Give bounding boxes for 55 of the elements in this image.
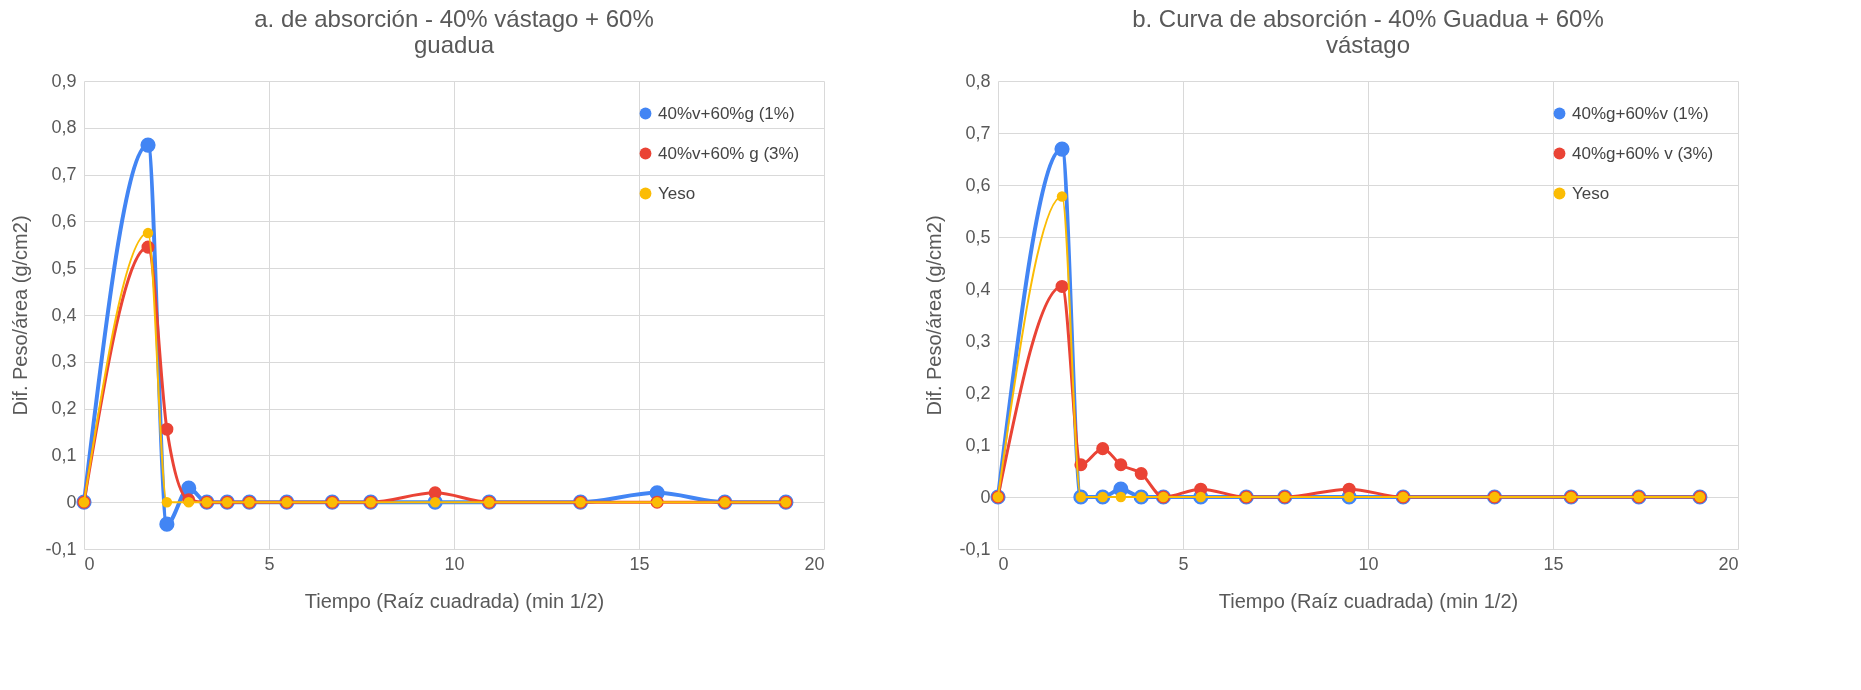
point: [1115, 491, 1127, 503]
legend-label: 40%g+60% v (3%): [1572, 143, 1714, 163]
point: [159, 516, 175, 532]
y-tick-label: 0,6: [965, 174, 991, 195]
legend-label: Yeso: [658, 183, 696, 203]
legend-label: 40%g+60%v (1%): [1572, 103, 1709, 123]
point: [160, 422, 174, 436]
legend-label: 40%v+60% g (3%): [658, 143, 800, 163]
y-tick-label: 0,8: [51, 117, 77, 138]
y-tick-label: 0,7: [965, 122, 991, 143]
point: [142, 227, 154, 239]
y-tick-label: 0,3: [965, 330, 991, 351]
y-tick-label: 0,7: [51, 164, 77, 185]
x-tick-label: 0: [998, 553, 1009, 574]
x-tick-label: 10: [444, 553, 465, 574]
x-axis-title: Tiempo (Raíz cuadrada) (min 1/2): [1218, 589, 1519, 612]
y-tick-label: -0,1: [959, 538, 991, 559]
x-tick-label: 15: [1543, 553, 1564, 574]
point: [1096, 442, 1110, 456]
y-tick-label: 0: [980, 486, 991, 507]
legend-label: Yeso: [1572, 183, 1610, 203]
x-tick-label: 20: [804, 553, 825, 574]
y-tick-label: 0,5: [51, 257, 77, 278]
y-tick-label: 0,8: [965, 70, 991, 91]
y-tick-label: 0,5: [965, 226, 991, 247]
y-tick-label: -0,1: [45, 538, 77, 559]
x-tick-label: 5: [264, 553, 275, 574]
chart-title: b. Curva de absorción - 40% Guadua + 60% vástago: [1132, 5, 1604, 58]
y-tick-label: 0,1: [965, 434, 991, 455]
y-tick-label: 0,4: [51, 304, 77, 325]
y-tick-label: 0,2: [965, 382, 991, 403]
y-axis-title: Dif. Peso/área (g/cm2): [9, 215, 32, 416]
x-tick-label: 0: [84, 553, 95, 574]
y-tick-label: 0,2: [51, 398, 77, 419]
x-tick-label: 20: [1718, 553, 1739, 574]
y-tick-label: 0,9: [51, 70, 77, 91]
y-tick-label: 0,1: [51, 444, 77, 465]
x-tick-label: 15: [629, 553, 650, 574]
point: [1056, 191, 1068, 202]
chart-title: a. de absorción - 40% vástago + 60% guadua: [254, 5, 654, 58]
point: [1134, 467, 1148, 481]
y-tick-label: 0,4: [965, 278, 991, 299]
x-tick-label: 10: [1358, 553, 1379, 574]
x-tick-label: 5: [1178, 553, 1189, 574]
y-tick-label: 0,6: [51, 210, 77, 231]
y-tick-label: 0,3: [51, 351, 77, 372]
point: [1055, 279, 1069, 293]
point: [140, 137, 156, 153]
legend-label: 40%v+60%g (1%): [658, 103, 795, 123]
y-tick-label: 0: [66, 491, 77, 512]
y-axis-title: Dif. Peso/área (g/cm2): [923, 215, 946, 416]
x-axis-title: Tiempo (Raíz cuadrada) (min 1/2): [304, 589, 605, 612]
point: [161, 496, 173, 508]
point: [1054, 141, 1070, 157]
point: [1114, 458, 1128, 472]
